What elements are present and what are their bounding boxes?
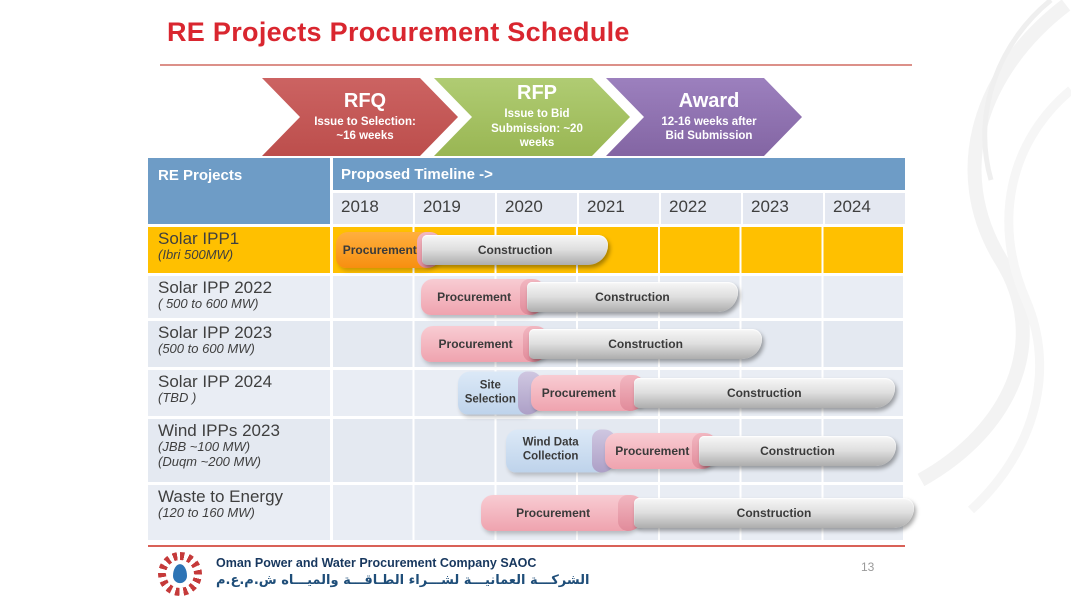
bar-label: Procurement [438, 337, 513, 351]
gantt-bar-construction: Construction [529, 329, 762, 359]
procurement-process-arrows: RFQ Issue to Selection: ~16 weeks RFP Is… [262, 78, 778, 156]
project-detail: ( 500 to 600 MW) [158, 296, 259, 312]
bar-label: Wind Data Collection [522, 436, 579, 463]
table-header-re-projects: RE Projects [148, 158, 330, 224]
timeline-row-solar-ipp-2023: Procurement Construction [333, 321, 905, 367]
row-label-solar-ipp-2024: Solar IPP 2024 (TBD ) [148, 370, 330, 416]
bar-label: Construction [608, 337, 683, 351]
row-label-solar-ipp1: Solar IPP1 (Ibri 500MW) [148, 227, 330, 273]
year-tick-2022: 2022 [661, 193, 741, 224]
project-detail: (Duqm ~200 MW) [158, 453, 261, 469]
chevron-award: Award 12-16 weeks after Bid Submission [606, 78, 802, 156]
project-name: Wind IPPs 2023 [158, 421, 280, 440]
bar-label: Construction [595, 290, 670, 304]
project-detail: (500 to 600 MW) [158, 341, 255, 357]
project-detail: (TBD ) [158, 390, 197, 406]
project-detail: (JBB ~100 MW) [158, 439, 251, 455]
chevron-award-subtitle: 12-16 weeks after Bid Submission [661, 115, 757, 142]
project-detail: (120 to 160 MW) [158, 505, 255, 521]
bar-label: Procurement [516, 505, 591, 520]
project-detail: (Ibri 500MW) [158, 247, 234, 263]
chevron-rfq-subtitle: Issue to Selection: ~16 weeks [314, 115, 416, 142]
timeline-row-solar-ipp-2022: Procurement Construction [333, 276, 905, 318]
project-name: Waste to Energy [158, 487, 284, 506]
chevron-award-title: Award [678, 89, 740, 112]
bar-label: Procurement [437, 290, 512, 304]
row-label-solar-ipp-2023: Solar IPP 2023 (500 to 600 MW) [148, 321, 330, 367]
page-number: 13 [861, 560, 875, 574]
gantt-bar-procurement: Procurement [421, 279, 546, 315]
page-title: RE Projects Procurement Schedule [167, 17, 630, 47]
project-name: Solar IPP 2022 [158, 278, 273, 297]
timeline-row-solar-ipp-2024: Site Selection Procurement Construction [333, 370, 905, 416]
row-label-solar-ipp-2022: Solar IPP 2022 ( 500 to 600 MW) [148, 276, 330, 318]
footer: Oman Power and Water Procurement Company… [216, 556, 589, 589]
timeline-row-wind-ipps-2023: Wind Data Collection Procurement Constru… [333, 419, 905, 482]
chevron-rfq-title: RFQ [343, 89, 387, 112]
year-tick-2023: 2023 [743, 193, 823, 224]
year-tick-2024: 2024 [825, 193, 905, 224]
chevron-rfp: RFP Issue to Bid Submission: ~20 weeks [434, 78, 630, 156]
gantt-bar-construction: Construction [526, 282, 738, 312]
bar-label: Construction [736, 505, 812, 520]
gantt-bar-construction: Construction [633, 497, 915, 528]
year-tick-2021: 2021 [579, 193, 659, 224]
gantt-bar-procurement: Procurement [481, 494, 644, 531]
bar-label: Procurement [615, 443, 690, 458]
bar-label: Construction [726, 386, 802, 400]
gantt-bar-construction: Construction [633, 378, 895, 408]
year-tick-2019: 2019 [415, 193, 495, 224]
gantt-bar-wind-data-collection: Wind Data Collection [505, 429, 616, 472]
company-logo [158, 552, 202, 596]
schedule-table: RE Projects Proposed Timeline -> 2018 20… [148, 158, 915, 540]
table-bottom-rule [148, 545, 905, 547]
table-header-proposed-timeline: Proposed Timeline -> [333, 158, 905, 190]
gantt-bar-site-selection: Site Selection [458, 371, 543, 415]
timeline-row-solar-ipp1: Procurement Construction [333, 227, 905, 273]
chevron-rfq: RFQ Issue to Selection: ~16 weeks [262, 78, 458, 156]
bar-label: Procurement [541, 386, 616, 400]
project-name: Solar IPP1 [158, 229, 240, 248]
company-name-english: Oman Power and Water Procurement Company… [216, 556, 537, 570]
year-tick-2020: 2020 [497, 193, 577, 224]
project-name: Solar IPP 2023 [158, 323, 273, 342]
gantt-bar-procurement: Procurement [530, 375, 645, 411]
bar-label: Procurement [342, 243, 417, 257]
project-name: Solar IPP 2024 [158, 372, 273, 391]
row-label-wind-ipps-2023: Wind IPPs 2023 (JBB ~100 MW) (Duqm ~200 … [148, 419, 330, 482]
bar-label: Site Selection [464, 379, 516, 405]
title-underline [160, 64, 912, 66]
row-label-waste-to-energy: Waste to Energy (120 to 160 MW) [148, 485, 330, 540]
bar-label: Construction [760, 443, 835, 458]
year-axis-row: 2018 2019 2020 2021 2022 2023 2024 [333, 193, 905, 224]
gantt-bar-construction: Construction [699, 435, 896, 466]
chevron-rfp-subtitle: Issue to Bid Submission: ~20 weeks [491, 108, 583, 150]
timeline-row-waste-to-energy: Procurement Construction [333, 485, 915, 540]
bar-label: Construction [477, 243, 553, 257]
chevron-rfp-title: RFP [517, 82, 557, 105]
year-tick-2018: 2018 [333, 193, 413, 224]
gantt-bar-construction: Construction [422, 235, 609, 265]
company-name-arabic: الشركـــة العمانيـــة لشـــراء الطـاقـــ… [216, 573, 590, 588]
